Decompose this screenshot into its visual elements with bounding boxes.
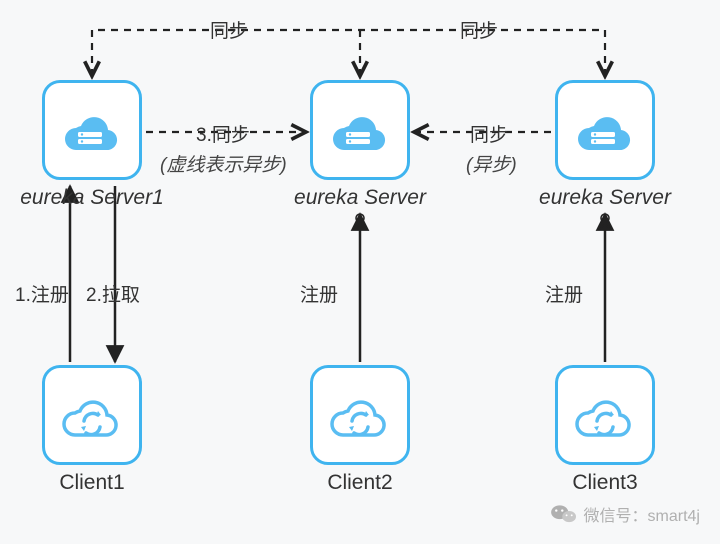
label-reg3: 注册	[545, 280, 583, 307]
label-server2: eureka Server	[294, 186, 426, 210]
label-sync-top2: 同步	[460, 16, 498, 43]
wechat-text: 微信号：smart4j	[584, 502, 700, 526]
node-client2	[310, 365, 410, 465]
wechat-icon	[550, 502, 578, 526]
label-server1: eureka Server1	[20, 186, 164, 210]
node-server1	[42, 80, 142, 180]
label-sync-mid1: 3.同步	[196, 120, 250, 147]
person-glyph-2	[356, 214, 364, 228]
label-reg2: 注册	[300, 280, 338, 307]
node-server3	[555, 80, 655, 180]
label-sync-mid2: 同步	[470, 120, 508, 147]
label-client2: Client2	[327, 471, 392, 495]
person-glyph-3	[601, 214, 609, 228]
label-sync-top1: 同步	[210, 16, 248, 43]
label-reg1a: 1.注册	[15, 280, 69, 307]
label-client3: Client3	[572, 471, 637, 495]
label-sync-note1: (虚线表示异步)	[160, 150, 287, 177]
node-client3	[555, 365, 655, 465]
label-sync-note2: (异步)	[466, 150, 517, 177]
wechat-watermark: 微信号：smart4j	[550, 502, 700, 526]
node-client1	[42, 365, 142, 465]
label-reg1b: 2.拉取	[86, 280, 140, 307]
sync-bus-path	[92, 30, 605, 76]
label-server3: eureka Server	[539, 186, 671, 210]
label-client1: Client1	[59, 471, 124, 495]
node-server2	[310, 80, 410, 180]
